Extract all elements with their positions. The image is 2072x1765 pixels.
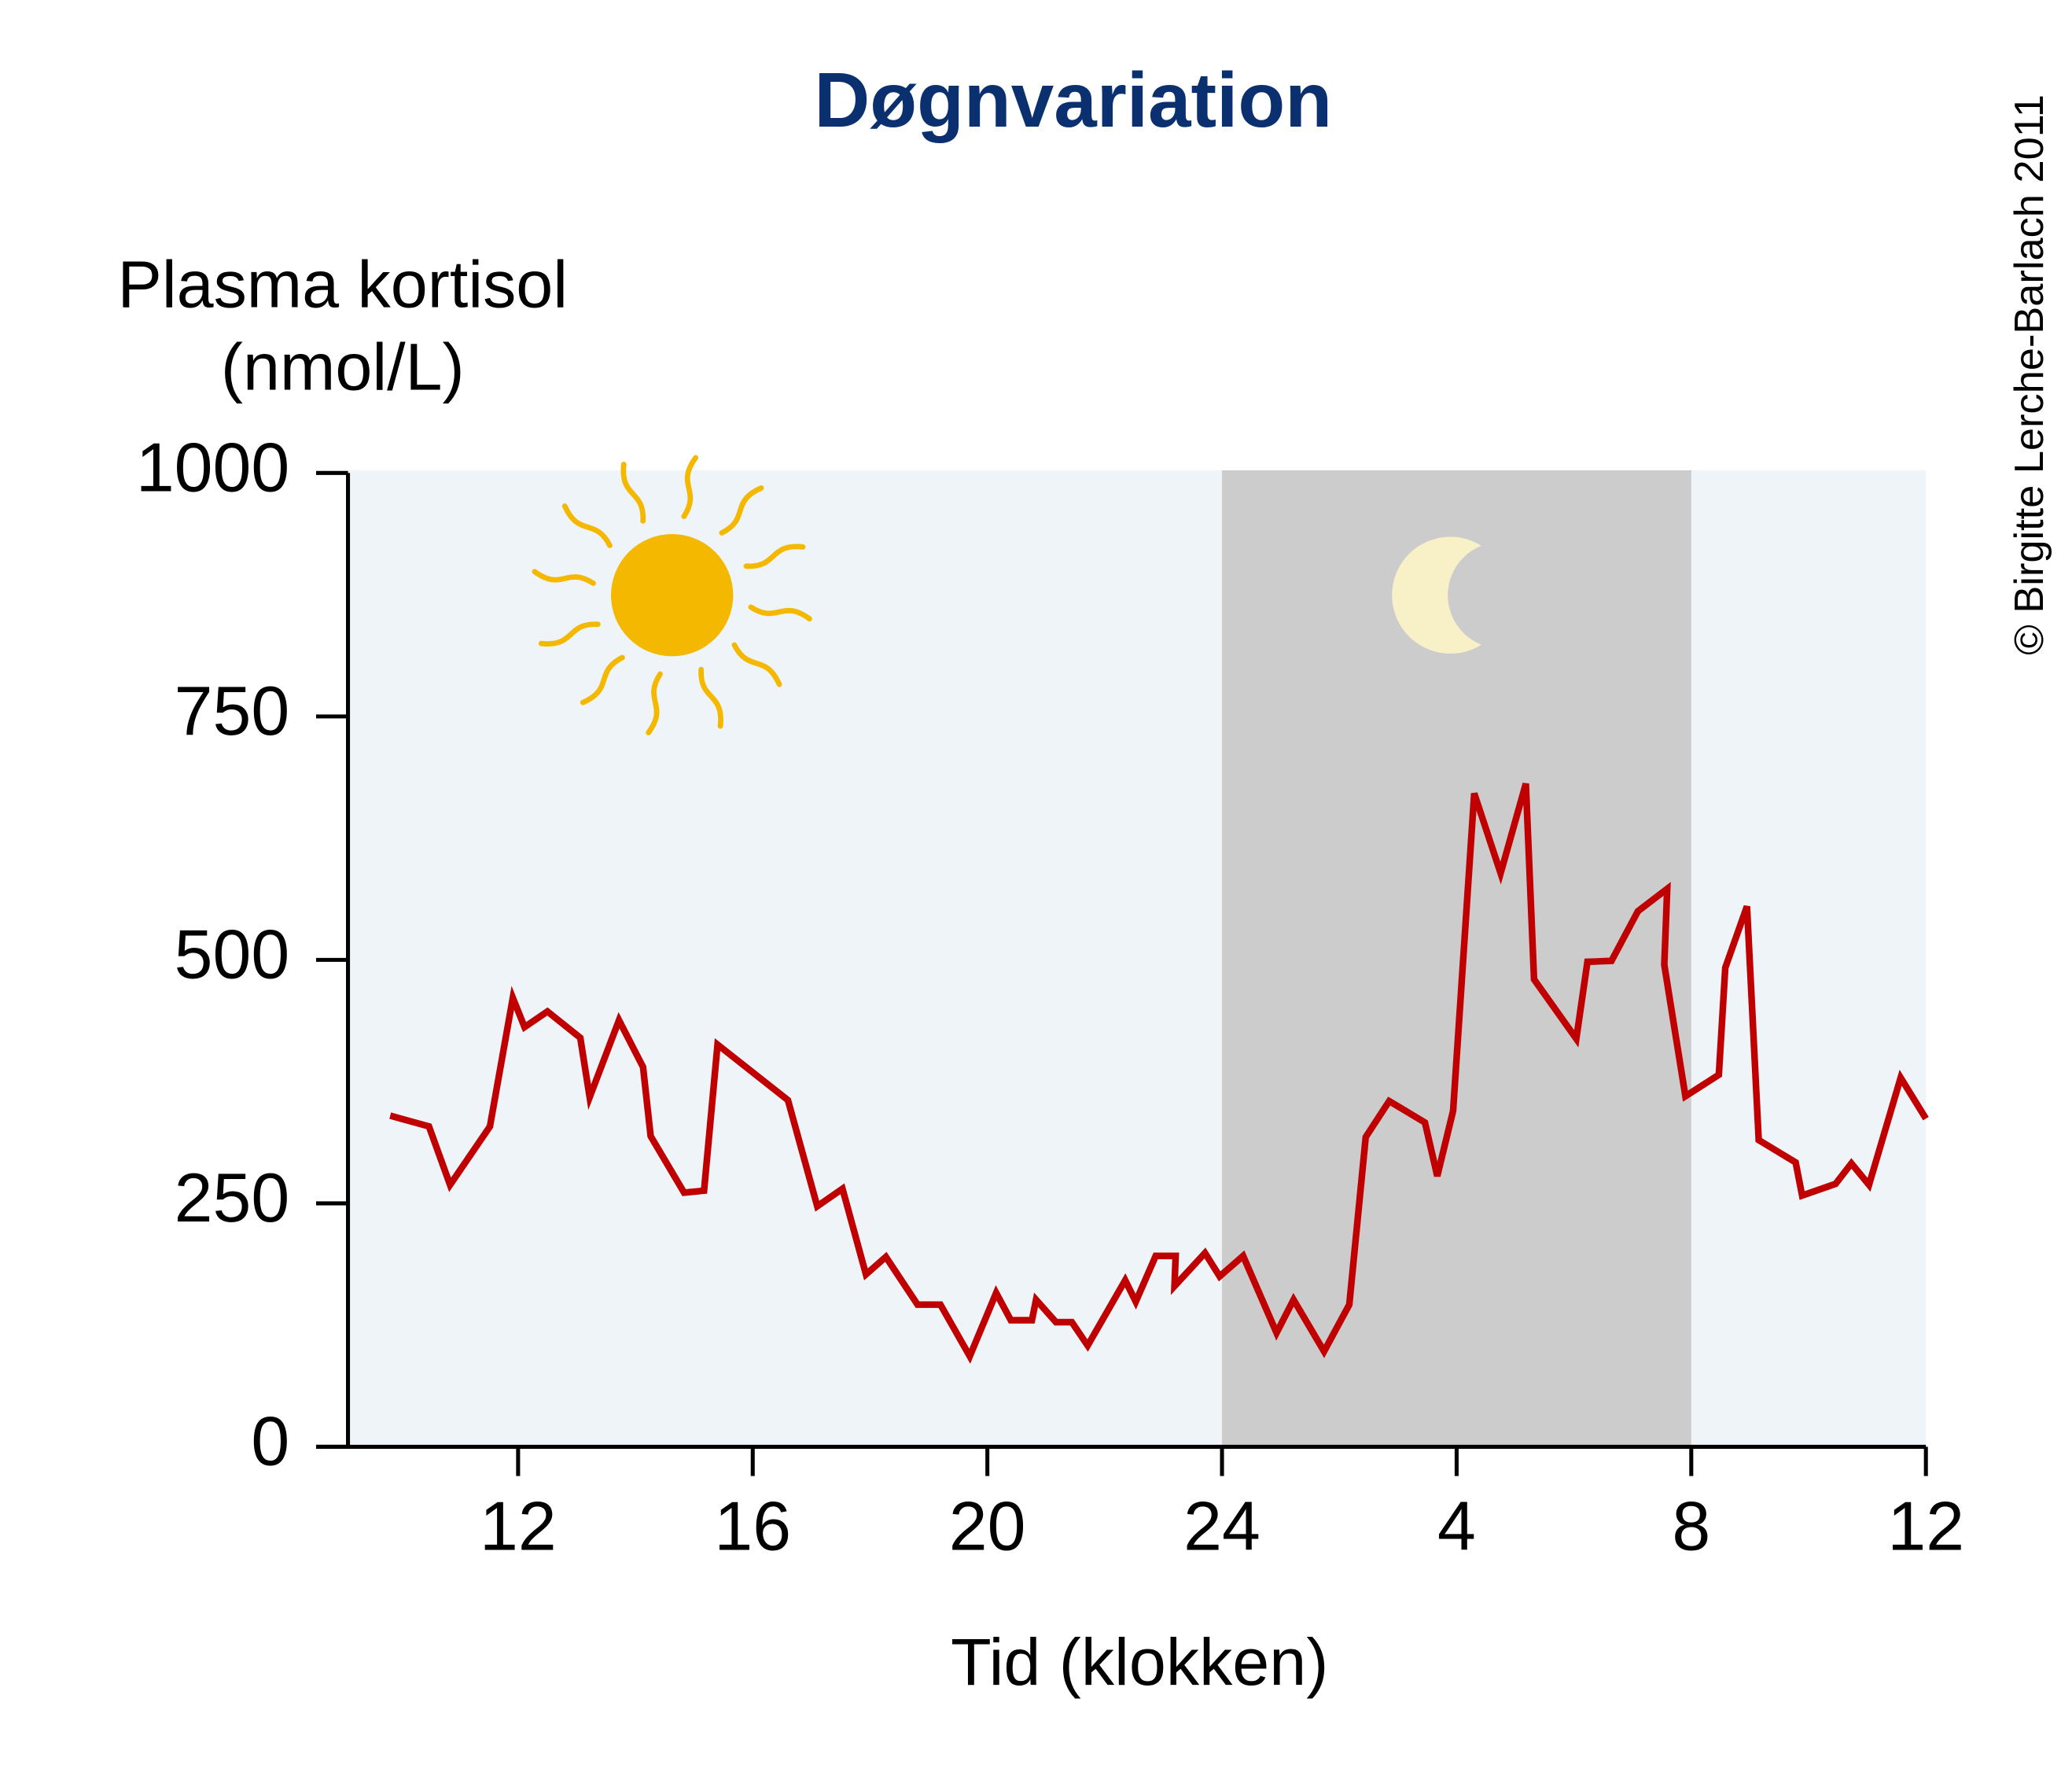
y-tick-label: 500 xyxy=(175,916,290,993)
sun-ray xyxy=(698,666,723,729)
sun-ray xyxy=(580,654,625,706)
sun xyxy=(610,534,734,657)
y-axis-label: (nmol/L) xyxy=(221,330,465,403)
y-axis-label: Plasma kortisol xyxy=(118,248,568,322)
x-axis-label: Tid (klokken) xyxy=(951,1625,1328,1699)
moon-shadow xyxy=(1448,542,1555,649)
x-tick-label: 8 xyxy=(1672,1487,1710,1565)
sun-ray xyxy=(748,604,812,622)
x-tick-label: 12 xyxy=(480,1487,557,1565)
sun-ray xyxy=(743,544,806,569)
plot-area: 0 250 500 750 1000 12 16 20 24 4 8 12 xyxy=(136,429,1964,1565)
x-tick-label: 20 xyxy=(949,1487,1026,1565)
x-tick-label: 4 xyxy=(1437,1487,1476,1565)
x-tick-label: 24 xyxy=(1183,1487,1260,1565)
sun-ray xyxy=(681,455,699,519)
copyright: © Birgitte Lerche-Barlach 2011 xyxy=(2007,94,2052,655)
data-line xyxy=(389,783,1929,1364)
y-tick-label: 1000 xyxy=(136,429,289,507)
sun-ray xyxy=(731,642,782,687)
y-tick-label: 750 xyxy=(175,672,290,750)
y-tick-label: 250 xyxy=(175,1159,290,1236)
sun-ray xyxy=(646,671,663,735)
x-tick-label: 12 xyxy=(1887,1487,1964,1565)
sun-ray xyxy=(561,503,613,548)
chart-title: Døgnvariation xyxy=(815,57,1333,143)
sun-ray xyxy=(532,569,596,586)
sun-ray xyxy=(719,485,764,536)
x-tick-label: 16 xyxy=(714,1487,791,1565)
y-tick-label: 0 xyxy=(251,1402,289,1480)
sun-ray xyxy=(538,621,601,647)
sun-ray xyxy=(620,461,646,524)
